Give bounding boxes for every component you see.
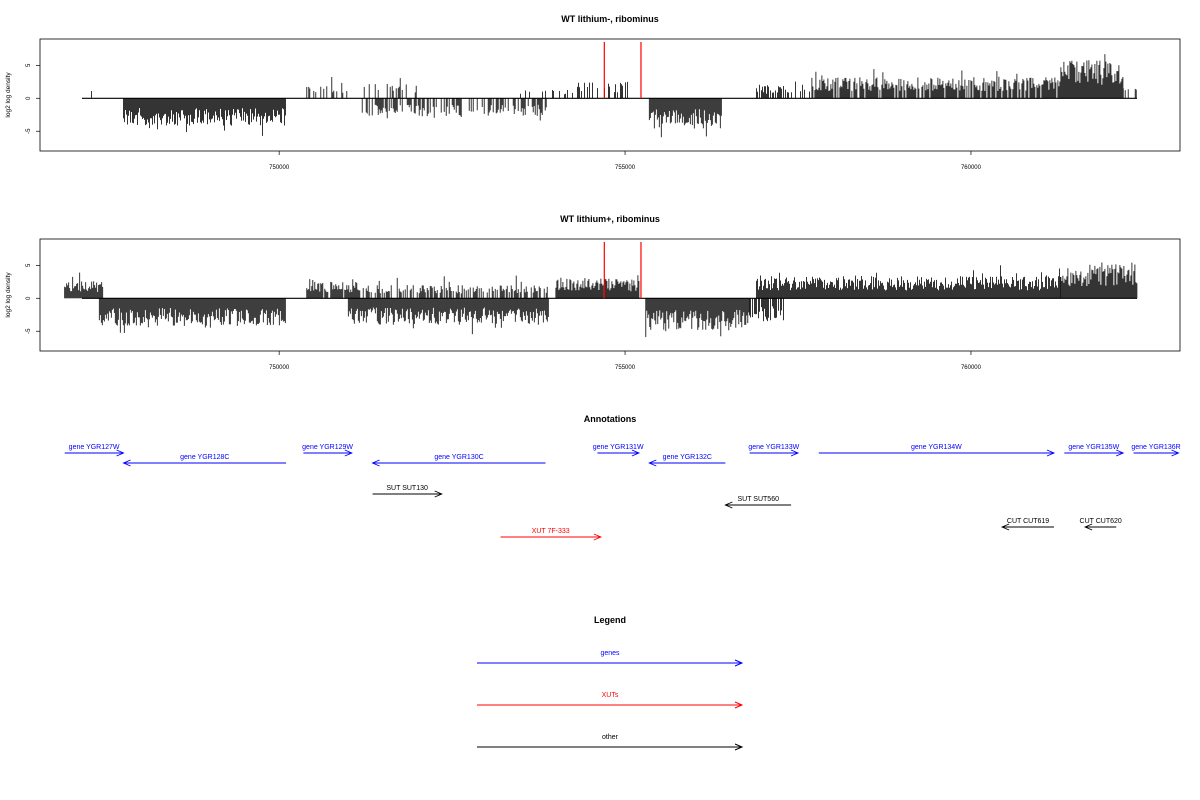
panel2-frame xyxy=(39,238,1181,352)
arrowhead xyxy=(1115,449,1125,457)
panel2-plot: -5 0 5 750000 755000 760000 xyxy=(26,238,1181,371)
panel1-xtick-label: 750000 xyxy=(269,165,290,171)
feature-label: gene YGR129W xyxy=(302,444,353,451)
panel2-xtick-label: 750000 xyxy=(269,365,290,371)
arrowhead xyxy=(790,449,800,457)
panel1-density-bars xyxy=(91,54,1137,138)
arrowhead xyxy=(734,743,744,751)
arrowhead xyxy=(434,490,443,498)
feature-label: SUT SUT130 xyxy=(386,485,428,492)
panel1-title: WT lithium-, ribominus xyxy=(561,14,659,24)
feature-label: SUT SUT560 xyxy=(737,496,779,503)
arrowhead xyxy=(734,701,744,709)
arrowhead xyxy=(1083,523,1093,531)
panel2-ytick-label: 5 xyxy=(26,263,32,267)
legend-label: other xyxy=(602,734,619,741)
panel1-xtick-label: 755000 xyxy=(615,165,636,171)
panel1-plot: -5 0 5 750000 755000 760000 xyxy=(26,38,1181,171)
annotations-title: Annotations xyxy=(584,414,637,424)
arrowhead xyxy=(724,501,733,509)
arrowhead xyxy=(734,659,744,667)
panel1-ytick-label: 5 xyxy=(26,63,32,67)
arrowhead xyxy=(648,459,657,467)
legend: genes XUTs other xyxy=(477,650,744,751)
panel1-ytick-label: 0 xyxy=(26,96,32,100)
panel2-ylabel: log2 log density xyxy=(5,272,12,318)
feature-label: gene YGR131W xyxy=(593,444,644,451)
panel1-frame xyxy=(39,38,1181,152)
arrowhead xyxy=(593,533,602,541)
feature-label: gene YGR134W xyxy=(911,444,962,451)
arrowhead xyxy=(1171,449,1180,457)
panel2-ytick-label: -5 xyxy=(26,328,32,334)
arrowhead xyxy=(631,449,641,457)
feature-label: CUT CUT619 xyxy=(1007,518,1049,525)
arrowhead xyxy=(122,459,131,467)
feature-label: gene YGR133W xyxy=(748,444,799,451)
feature-label: gene YGR135W xyxy=(1068,444,1119,451)
panel1-ylabel: log2 log density xyxy=(5,72,12,118)
arrowhead xyxy=(116,449,125,457)
feature-label: CUT CUT620 xyxy=(1080,518,1122,525)
panel1-xtick-label: 760000 xyxy=(961,165,982,171)
arrowhead xyxy=(1046,449,1056,457)
legend-title: Legend xyxy=(594,615,626,625)
arrowhead xyxy=(371,459,380,467)
panel2-xtick-label: 755000 xyxy=(615,365,636,371)
feature-label: gene YGR130C xyxy=(434,454,483,461)
feature-label: gene YGR127W xyxy=(69,444,120,451)
legend-label: XUTs xyxy=(602,692,619,699)
feature-label: XUT 7F-333 xyxy=(532,528,570,535)
legend-label: genes xyxy=(600,650,620,657)
panel2-ytick-label: 0 xyxy=(26,296,32,300)
panel1-ytick-label: -5 xyxy=(26,128,32,134)
feature-label: gene YGR136R xyxy=(1131,444,1180,451)
feature-label: gene YGR128C xyxy=(180,454,229,461)
annotations-track: gene YGR127W gene YGR128C gene YGR129W gene… xyxy=(64,444,1181,541)
arrowhead xyxy=(1000,523,1010,531)
panel2-xtick-label: 760000 xyxy=(961,365,982,371)
panel2-density-bars xyxy=(64,262,1138,338)
panel2-title: WT lithium+, ribominus xyxy=(560,214,660,224)
arrowhead xyxy=(344,449,353,457)
feature-label: gene YGR132C xyxy=(663,454,712,461)
